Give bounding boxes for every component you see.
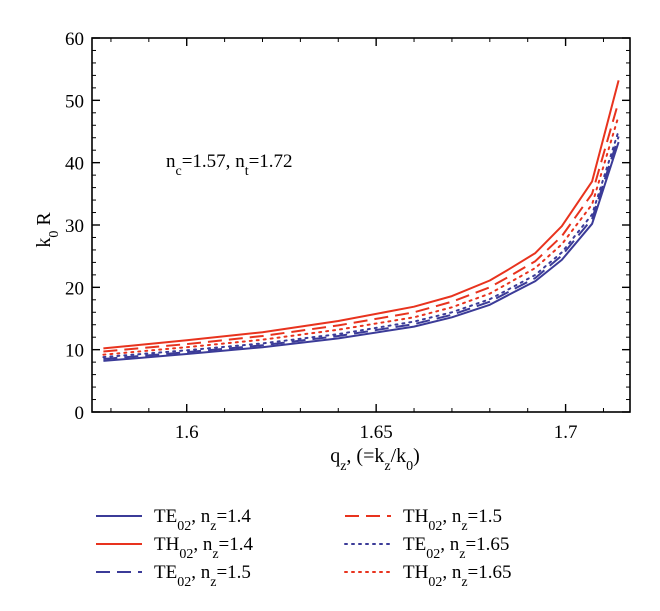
axes-layer: 0 10 20 30 40 50 60 1.6 1.65 1.7 bbox=[65, 29, 630, 443]
legend-entry-1: TE02, nz=1.4 bbox=[96, 506, 251, 534]
y-axis-label: k0 R bbox=[33, 212, 62, 248]
x-tick-label: 1.6 bbox=[175, 422, 199, 443]
legend-label: TH02, nz=1.5 bbox=[403, 506, 502, 534]
legend-label: TE02, nz=1.5 bbox=[154, 562, 251, 590]
x-tick-label: 1.7 bbox=[554, 422, 578, 443]
x-axis-label: qz, (=kz/k0) bbox=[330, 445, 420, 474]
series-line-2 bbox=[103, 80, 620, 350]
legend-label: TH02, nz=1.4 bbox=[154, 534, 254, 562]
series-line-6 bbox=[102, 114, 620, 356]
y-tick-label: 10 bbox=[65, 341, 84, 362]
legend-entry-5: TE02, nz=1.65 bbox=[344, 534, 509, 562]
legend-label: TH02, nz=1.65 bbox=[403, 562, 512, 590]
y-tick-label: 50 bbox=[65, 91, 84, 112]
y-tick-label: 20 bbox=[65, 278, 84, 299]
y-tick-label: 30 bbox=[65, 216, 84, 237]
legend-entry-4: TH02, nz=1.5 bbox=[345, 506, 502, 534]
legend-entry-6: TH02, nz=1.65 bbox=[344, 562, 512, 590]
y-tick-label: 60 bbox=[65, 29, 84, 50]
legend-entry-2: TH02, nz=1.4 bbox=[96, 534, 254, 562]
legend-label: TE02, nz=1.65 bbox=[403, 534, 509, 562]
x-tick-label: 1.65 bbox=[360, 422, 393, 443]
legend-entry-3: TE02, nz=1.5 bbox=[96, 562, 251, 590]
series-line-1 bbox=[103, 141, 620, 362]
y-tick-label: 40 bbox=[65, 154, 84, 175]
series-line-4 bbox=[103, 101, 620, 353]
series-line-5 bbox=[102, 129, 620, 359]
series-layer bbox=[102, 80, 620, 362]
parameter-annotation: nc=1.57, nt=1.72 bbox=[166, 151, 293, 179]
series-line-3 bbox=[103, 136, 620, 360]
y-tick-label: 0 bbox=[75, 403, 85, 424]
legend-label: TE02, nz=1.4 bbox=[154, 506, 251, 534]
